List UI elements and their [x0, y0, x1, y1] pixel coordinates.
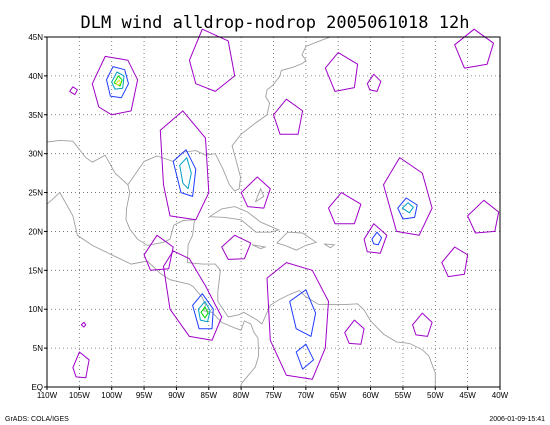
x-tick-label: 80W [233, 391, 250, 400]
contour-line [159, 110, 210, 221]
y-axis: EQ 5N 10N 15N 20N 25N 30N 35N 40N 45N [28, 33, 47, 392]
contour-line [383, 157, 433, 236]
x-axis: 110W 105W 100W 95W 90W 85W 80W 75W 70W 65W 60W 55W 5… [37, 387, 509, 400]
contour-line [197, 300, 211, 323]
contour-lines [69, 28, 500, 380]
contour-line [289, 289, 317, 337]
contour-line [80, 321, 87, 328]
contour-line [363, 223, 388, 254]
x-tick-label: 55W [395, 391, 412, 400]
contour-line [454, 28, 494, 69]
contour-line [295, 343, 315, 370]
contour-line [188, 28, 236, 92]
coastline [209, 206, 281, 233]
y-tick-label: 35N [28, 111, 43, 120]
contour-line [344, 319, 365, 345]
x-tick-label: 45W [459, 391, 476, 400]
x-tick-label: 40W [492, 391, 509, 400]
x-tick-label: 85W [201, 391, 218, 400]
y-tick-label: EQ [31, 383, 43, 392]
x-tick-label: 60W [362, 391, 379, 400]
chart-title: DLM wind alldrop-nodrop 2005061018 12h [81, 13, 470, 33]
x-tick-label: 65W [330, 391, 347, 400]
contour-line [69, 86, 78, 96]
y-tick-label: 40N [28, 72, 43, 81]
coastline [127, 36, 331, 192]
contour-line [324, 52, 359, 92]
contour-line [240, 176, 271, 209]
contour-line [200, 306, 209, 319]
x-tick-label: 70W [298, 391, 315, 400]
coastline [125, 184, 436, 387]
contour-line [221, 234, 252, 260]
contour-line [328, 192, 362, 225]
coastline [323, 243, 336, 249]
y-tick-label: 15N [28, 266, 43, 275]
contour-line [366, 73, 382, 92]
contour-line [467, 199, 500, 234]
coastline [276, 231, 318, 251]
x-tick-label: 100W [101, 391, 122, 400]
x-tick-label: 105W [69, 391, 90, 400]
y-tick-label: 10N [28, 305, 43, 314]
contour-line [192, 293, 214, 330]
y-tick-label: 30N [28, 150, 43, 159]
x-tick-label: 50W [427, 391, 444, 400]
contour-line [115, 79, 122, 86]
x-tick-label: 95W [136, 391, 153, 400]
contour-line [401, 202, 414, 214]
contour-line [179, 157, 192, 190]
coastline [46, 139, 129, 186]
y-tick-label: 20N [28, 227, 43, 236]
contour-line [163, 250, 223, 341]
contour-line [441, 246, 469, 278]
contour-line [106, 66, 129, 99]
coastline [254, 187, 265, 203]
coastline [251, 244, 267, 250]
x-tick-label: 110W [37, 391, 58, 400]
contour-line [273, 98, 304, 135]
contour-line [371, 231, 383, 246]
contour-line [266, 262, 329, 380]
contour-line [412, 312, 433, 337]
contour-line [172, 149, 197, 197]
contour-line [111, 71, 125, 90]
x-tick-label: 75W [265, 391, 282, 400]
contour-line [143, 234, 174, 271]
contour-line [72, 351, 90, 379]
x-tick-label: 90W [168, 391, 185, 400]
footer-timestamp: 2006-01-09-15:41 [489, 416, 545, 423]
contour-line [91, 55, 139, 116]
y-tick-label: 5N [33, 344, 43, 353]
y-tick-label: 45N [28, 33, 43, 42]
footer-credit: GrADS: COLA/IGES [5, 416, 69, 423]
contour-line [397, 197, 418, 220]
y-tick-label: 25N [28, 189, 43, 198]
coastline [46, 191, 260, 388]
